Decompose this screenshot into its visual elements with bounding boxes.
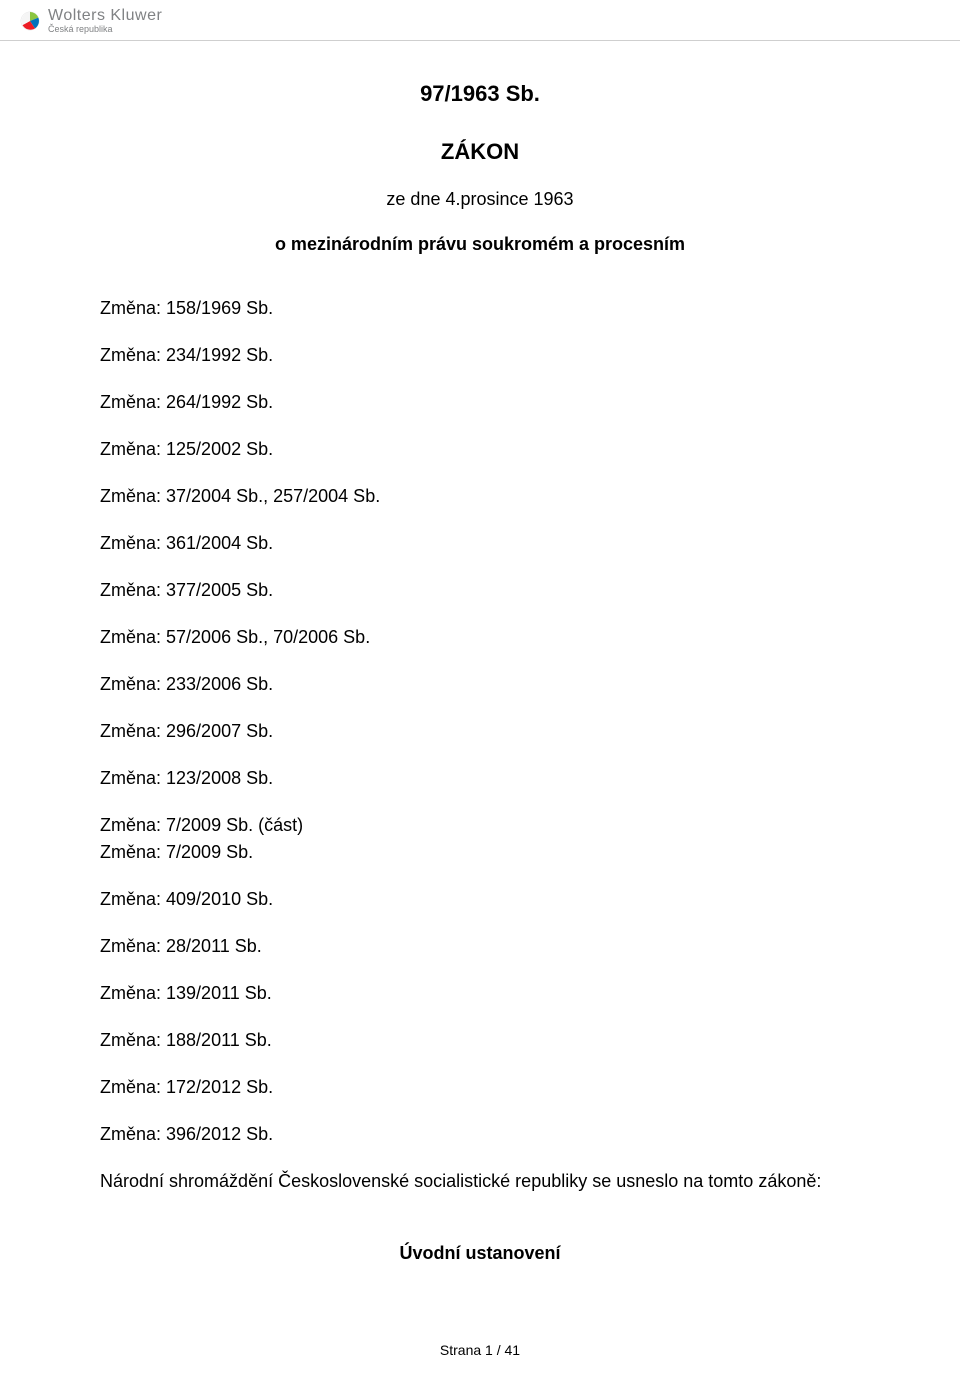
- amendment-line: Změna: 233/2006 Sb.: [100, 671, 860, 698]
- amendment-line: Změna: 172/2012 Sb.: [100, 1074, 860, 1101]
- amendment-line: Změna: 123/2008 Sb.: [100, 765, 860, 792]
- page-footer: Strana 1 / 41: [0, 1342, 960, 1358]
- amendment-line: Změna: 188/2011 Sb.: [100, 1027, 860, 1054]
- publisher-header: Wolters Kluwer Česká republika: [0, 0, 960, 36]
- amendments-list: Změna: 158/1969 Sb. Změna: 234/1992 Sb. Zm…: [100, 295, 860, 1148]
- document-reference: 97/1963 Sb.: [100, 81, 860, 107]
- amendment-line: Změna: 7/2009 Sb.: [100, 839, 860, 866]
- page: Wolters Kluwer Česká republika 97/1963 S…: [0, 0, 960, 1386]
- amendment-line: Změna: 7/2009 Sb. (část): [100, 812, 860, 839]
- publisher-name: Wolters Kluwer: [48, 8, 162, 25]
- publisher-region: Česká republika: [48, 25, 162, 34]
- amendment-line: Změna: 361/2004 Sb.: [100, 530, 860, 557]
- section-heading: Úvodní ustanovení: [100, 1243, 860, 1264]
- amendment-line: Změna: 264/1992 Sb.: [100, 389, 860, 416]
- document-type: ZÁKON: [100, 139, 860, 165]
- document-date: ze dne 4.prosince 1963: [100, 189, 860, 210]
- preamble-text: Národní shromáždění Československé socia…: [100, 1168, 860, 1195]
- amendment-line: Změna: 409/2010 Sb.: [100, 886, 860, 913]
- document-subject: o mezinárodním právu soukromém a procesn…: [100, 234, 860, 255]
- amendment-line: Změna: 234/1992 Sb.: [100, 342, 860, 369]
- amendment-line: Změna: 57/2006 Sb., 70/2006 Sb.: [100, 624, 860, 651]
- amendment-line: Změna: 377/2005 Sb.: [100, 577, 860, 604]
- amendment-line: Změna: 37/2004 Sb., 257/2004 Sb.: [100, 483, 860, 510]
- amendment-line: Změna: 296/2007 Sb.: [100, 718, 860, 745]
- publisher-logo-icon: [20, 11, 40, 31]
- amendment-line: Změna: 396/2012 Sb.: [100, 1121, 860, 1148]
- amendment-line: Změna: 28/2011 Sb.: [100, 933, 860, 960]
- amendment-line: Změna: 139/2011 Sb.: [100, 980, 860, 1007]
- document-body: 97/1963 Sb. ZÁKON ze dne 4.prosince 1963…: [0, 41, 960, 1264]
- publisher-text: Wolters Kluwer Česká republika: [48, 8, 162, 34]
- amendment-line: Změna: 158/1969 Sb.: [100, 295, 860, 322]
- amendment-line: Změna: 125/2002 Sb.: [100, 436, 860, 463]
